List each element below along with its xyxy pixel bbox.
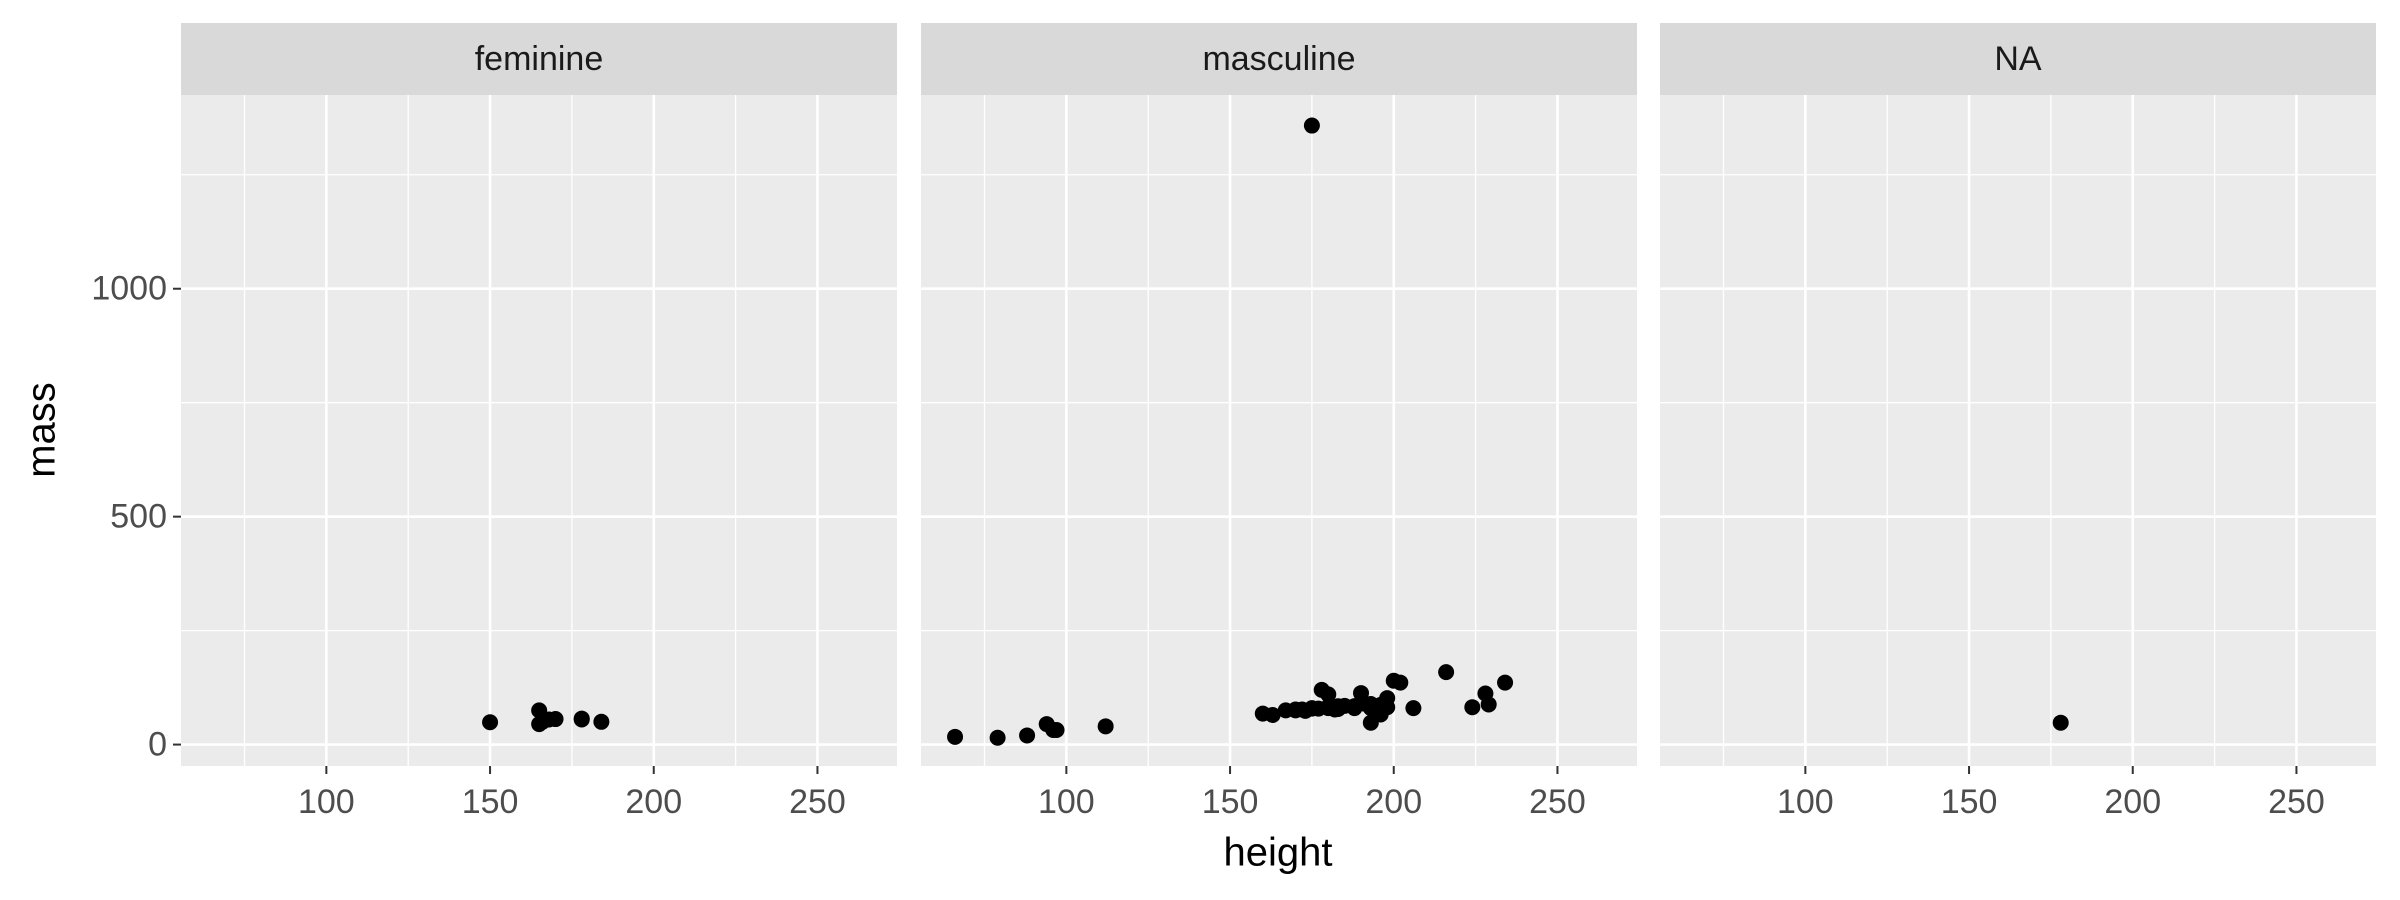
x-axis-title: height <box>1224 831 1333 875</box>
x-tick-label: 150 <box>1941 783 1998 821</box>
strip <box>181 23 897 95</box>
point <box>1464 699 1481 716</box>
panel <box>921 95 1637 766</box>
point <box>1385 672 1402 689</box>
strip-label: feminine <box>475 40 604 78</box>
x-tick-label: 150 <box>462 783 519 821</box>
point <box>1038 716 1055 733</box>
panel <box>1660 95 2376 766</box>
point <box>593 713 610 730</box>
x-tick-label: 200 <box>2104 783 2161 821</box>
point <box>1438 664 1455 681</box>
point <box>1362 700 1379 717</box>
point <box>1264 706 1281 723</box>
point <box>1480 696 1497 713</box>
y-tick-label: 1000 <box>91 270 167 308</box>
point <box>573 710 590 727</box>
strip-label: NA <box>1994 40 2042 78</box>
panel <box>181 95 897 766</box>
point <box>1379 690 1396 707</box>
strip <box>1660 23 2376 95</box>
x-tick-label: 200 <box>1365 783 1422 821</box>
strip <box>921 23 1637 95</box>
y-axis-title: mass <box>20 382 64 478</box>
point <box>1287 702 1304 719</box>
point <box>1320 686 1337 703</box>
point <box>1336 697 1353 714</box>
x-tick-label: 150 <box>1202 783 1259 821</box>
x-tick-label: 100 <box>1777 783 1834 821</box>
y-tick-label: 0 <box>148 726 167 764</box>
y-tick-label: 500 <box>110 498 167 536</box>
point <box>1303 700 1320 717</box>
x-tick-label: 200 <box>625 783 682 821</box>
point <box>1497 674 1514 691</box>
point <box>1303 117 1320 134</box>
point <box>2052 714 2069 731</box>
x-tick-label: 250 <box>789 783 846 821</box>
point <box>1097 718 1114 735</box>
point <box>1405 700 1422 717</box>
point <box>947 728 964 745</box>
point <box>1362 714 1379 731</box>
strip-label: masculine <box>1202 40 1355 78</box>
point <box>482 714 499 731</box>
x-tick-label: 100 <box>1038 783 1095 821</box>
point <box>547 711 564 728</box>
x-tick-label: 100 <box>298 783 355 821</box>
point <box>1019 727 1036 744</box>
point <box>989 729 1006 746</box>
x-tick-label: 250 <box>1529 783 1586 821</box>
x-tick-label: 250 <box>2268 783 2325 821</box>
